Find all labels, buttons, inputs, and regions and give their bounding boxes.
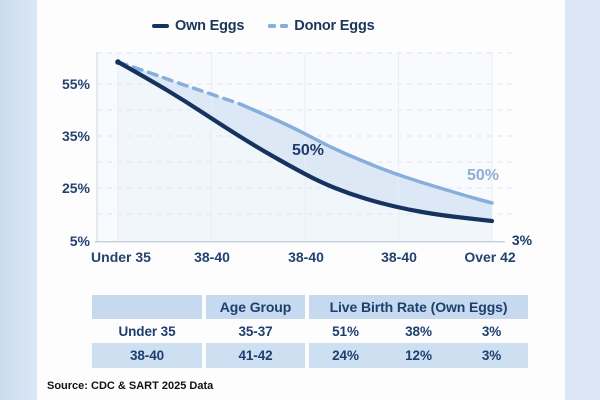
table-cell-value: 3% — [481, 323, 502, 339]
table-column-row-labels: Under 35 38-40 — [92, 295, 202, 368]
data-table: Under 35 38-40 Age Group 35-37 41-42 Liv… — [92, 295, 528, 368]
legend-label: Own Eggs — [175, 18, 245, 34]
table-cell-value: 51% — [332, 323, 359, 339]
table-column-age-group: Age Group 35-37 41-42 — [206, 295, 305, 368]
table-cell-row-label: 38-40 — [92, 343, 202, 368]
dashed-line-swatch-icon — [268, 24, 289, 28]
table-header-cell-age-group: Age Group — [206, 295, 305, 319]
table-header-cell-live-birth-rate: Live Birth Rate (Own Eggs) — [309, 295, 528, 319]
table-cell-value: 38% — [405, 323, 432, 339]
legend-item-own-eggs: Own Eggs — [152, 18, 244, 34]
chart-legend: Own Eggs Donor Eggs — [152, 18, 375, 34]
legend-item-donor-eggs: Donor Eggs — [268, 18, 375, 34]
table-cell-value: 24% — [332, 348, 359, 363]
left-background-band — [0, 0, 37, 400]
table-row-values: 24% 12% 3% — [309, 343, 528, 368]
table-cell-value: 12% — [405, 348, 432, 363]
table-row-values: 51% 38% 3% — [309, 319, 528, 343]
right-background-band — [565, 0, 600, 400]
legend-label: Donor Eggs — [294, 18, 375, 34]
table-cell-value: 3% — [481, 348, 502, 363]
table-header-cell-empty — [92, 295, 202, 319]
table-cell-row-label: Under 35 — [118, 323, 176, 339]
solid-line-swatch-icon — [152, 24, 169, 28]
table-cell-age-group: 35-37 — [238, 323, 273, 339]
source-note: Source: CDC & SART 2025 Data — [47, 380, 214, 392]
table-column-live-birth-rate: Live Birth Rate (Own Eggs) 51% 38% 3% 24… — [309, 295, 528, 368]
table-cell-age-group: 41-42 — [206, 343, 305, 368]
